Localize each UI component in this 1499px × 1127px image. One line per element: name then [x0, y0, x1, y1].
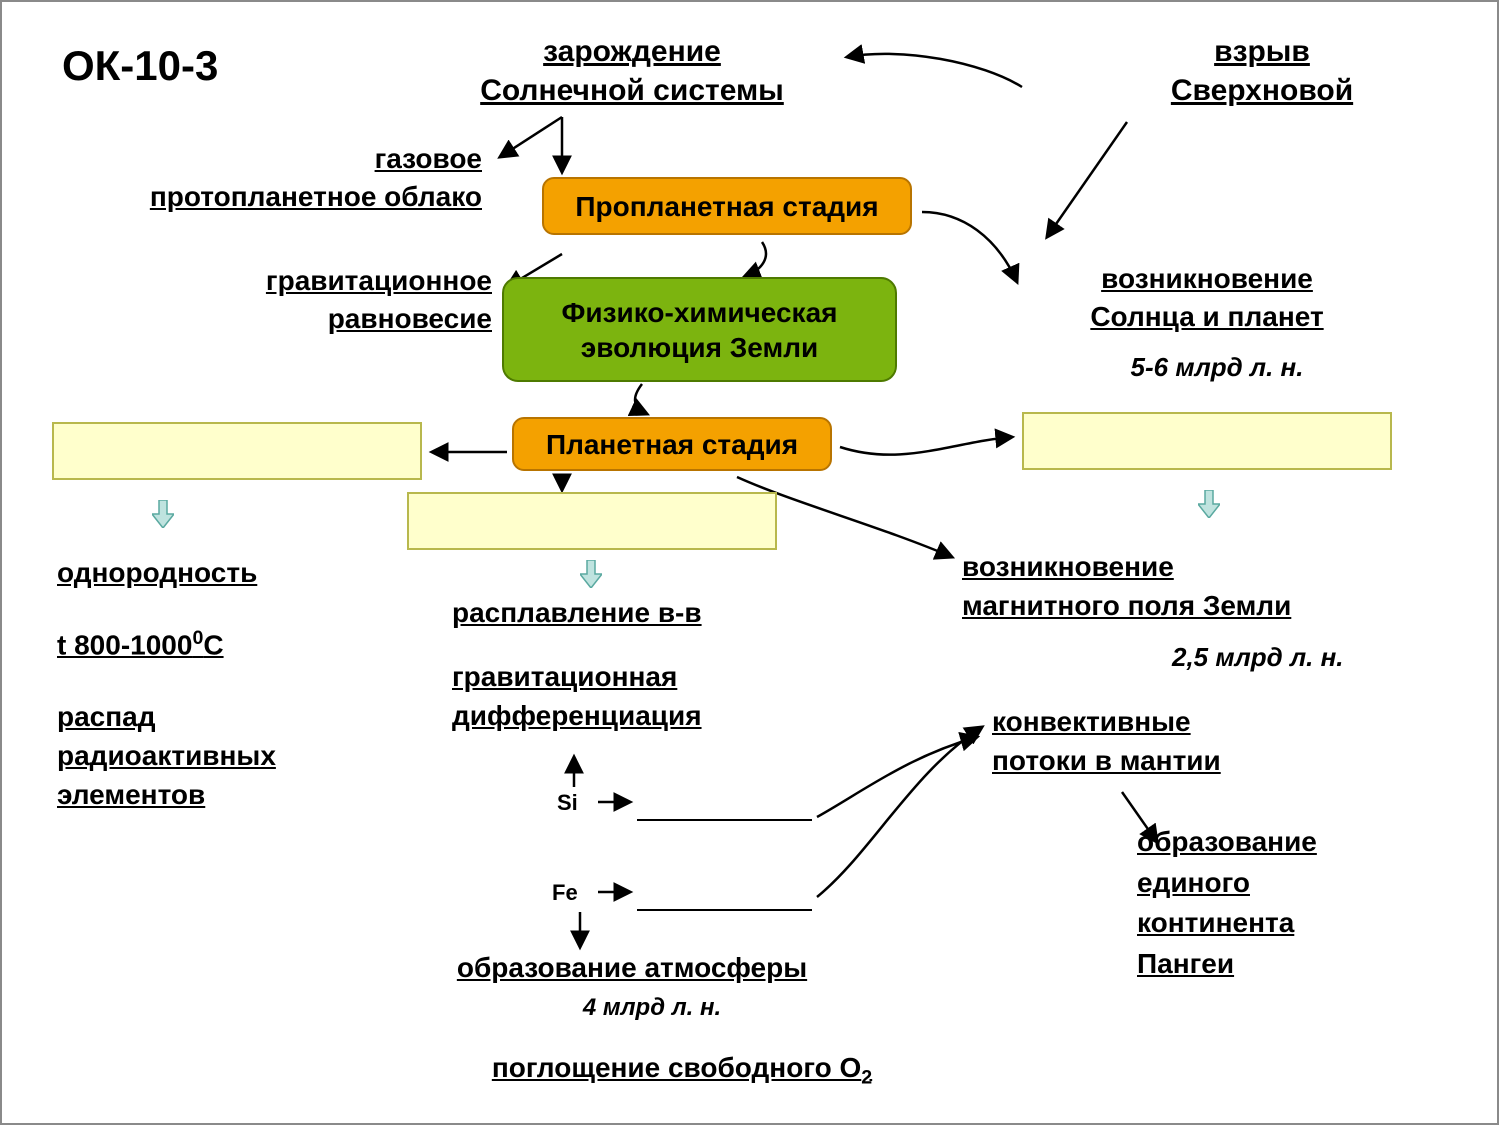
down-arrow-icon [1198, 490, 1220, 518]
label-temp: t 800-10000С [57, 627, 224, 661]
label-solar-birth: зарождение Солнечной системы [432, 32, 832, 110]
label-grav-diff: гравитационная дифференциация [452, 657, 702, 735]
node-proplanet-stage: Пропланетная стадия [542, 177, 912, 235]
label-supernova: взрыв Сверхновой [1112, 32, 1412, 110]
label-melting: расплавление в-в [452, 597, 702, 629]
label-atmosphere-time: 4 млрд л. н. [532, 994, 772, 1022]
label-sun-planets-time: 5-6 млрд л. н. [1077, 352, 1357, 383]
label-grav-eq: гравитационное равновесие [172, 262, 492, 338]
empty-box-mid [407, 492, 777, 550]
down-arrow-icon [580, 560, 602, 588]
label-gas-cloud: газовое протопланетное облако [42, 140, 482, 216]
label-atmosphere: образование атмосферы [402, 952, 862, 984]
label-homogeneity: однородность [57, 557, 257, 589]
label-mag-field: возникновение магнитного поля Земли [962, 547, 1291, 625]
page-title: ОК-10-3 [62, 42, 218, 90]
label-mag-field-time: 2,5 млрд л. н. [1172, 642, 1344, 673]
down-arrow-icon [152, 500, 174, 528]
label-si: Si [557, 790, 578, 816]
label-convective: конвективные потоки в мантии [992, 702, 1221, 780]
label-radio-decay: распад радиоактивных элементов [57, 697, 276, 815]
label-sun-planets: возникновение Солнца и планет [1022, 260, 1392, 336]
node-planet-stage: Планетная стадия [512, 417, 832, 471]
label-fe: Fe [552, 880, 578, 906]
empty-box-right [1022, 412, 1392, 470]
node-phys-chem: Физико-химическая эволюция Земли [502, 277, 897, 382]
label-pangea: образование единого континента Пангеи [1137, 822, 1317, 984]
empty-box-left [52, 422, 422, 480]
label-o2-absorb: поглощение свободного О2 [422, 1052, 942, 1090]
